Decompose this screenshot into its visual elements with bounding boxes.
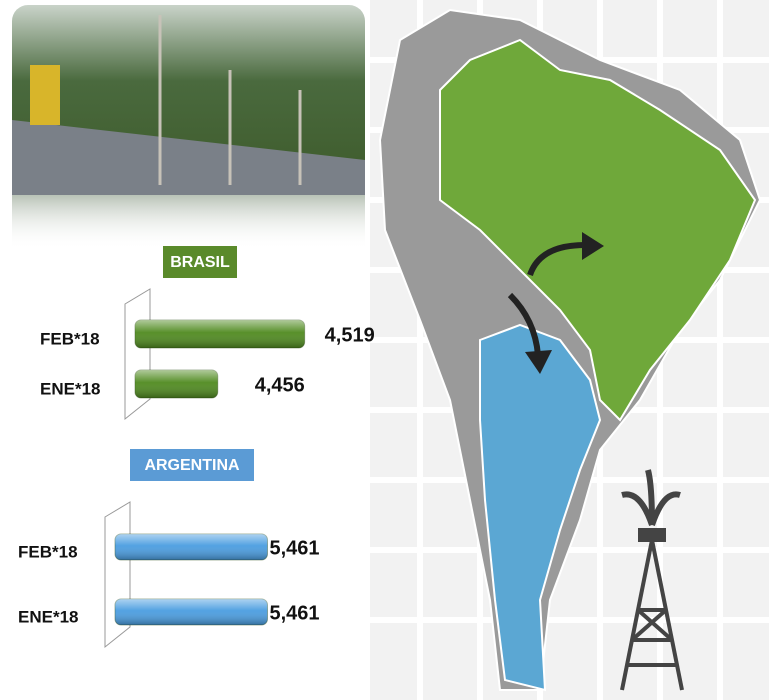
infographic: BRASIL FEB*18 4,519 ENE*18 4,456 ARGENTINA FEB… [0,0,769,700]
photo [12,5,365,250]
bar-shine [135,370,218,398]
charts: BRASIL FEB*18 4,519 ENE*18 4,456 ARGENTINA FEB… [18,246,375,647]
bar-shine [115,534,268,560]
chart-title: BRASIL [170,254,230,271]
y-tick-label: ENE*18 [40,379,100,398]
value-label: 5,461 [270,537,320,559]
bar-shine [115,599,268,625]
y-tick-label: FEB*18 [40,329,100,348]
map-background [370,0,769,700]
bar-shine [135,320,305,348]
chart-title: ARGENTINA [144,457,240,474]
value-label: 4,456 [255,374,305,396]
value-label: 5,461 [270,602,320,624]
axis-frame [125,289,150,419]
y-tick-label: FEB*18 [18,542,78,561]
value-label: 4,519 [325,324,375,346]
y-tick-label: ENE*18 [18,607,78,626]
